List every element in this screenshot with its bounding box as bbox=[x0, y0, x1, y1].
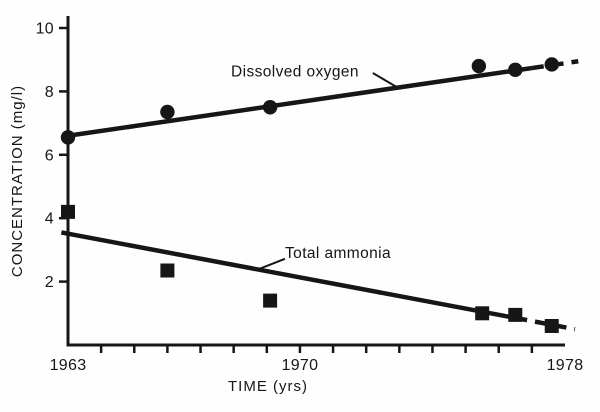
y-tick-label: 10 bbox=[36, 21, 54, 38]
dissolved-oxygen-point bbox=[544, 57, 559, 72]
dissolved-oxygen-point bbox=[160, 104, 175, 120]
y-tick-label: 4 bbox=[45, 211, 54, 228]
y-tick-label: 6 bbox=[45, 147, 54, 164]
x-tick-label: 1970 bbox=[282, 357, 319, 374]
dissolved-oxygen-label: Dissolved oxygen bbox=[231, 64, 359, 81]
total-ammonia-point bbox=[263, 293, 278, 308]
total-ammonia-trend-line bbox=[60, 230, 516, 321]
dissolved-oxygen-point bbox=[471, 58, 487, 74]
dissolved-oxygen-point bbox=[508, 62, 523, 78]
dissolved-oxygen-point bbox=[262, 100, 278, 115]
y-tick-label: 2 bbox=[45, 274, 54, 291]
total-ammonia-point bbox=[160, 263, 175, 278]
total-ammonia-label: Total ammonia bbox=[285, 245, 391, 262]
total-ammonia-point bbox=[61, 204, 75, 219]
x-axis-title: TIME (yrs) bbox=[228, 378, 308, 395]
dissolved-oxygen-point bbox=[60, 130, 76, 145]
total-ammonia-label-leader-line bbox=[258, 257, 286, 271]
x-tick-label: 1963 bbox=[50, 357, 87, 374]
dissolved-oxygen-trend-line bbox=[67, 65, 533, 139]
y-axis-title: CONCENTRATION (mg/l) bbox=[9, 85, 26, 277]
total-ammonia-point bbox=[508, 307, 523, 322]
x-tick-label: 1978 bbox=[547, 357, 584, 374]
dissolved-oxygen-label-leader-line bbox=[372, 72, 399, 89]
total-ammonia-point bbox=[475, 306, 490, 321]
y-tick-label: 8 bbox=[45, 84, 54, 101]
total-ammonia-point bbox=[544, 318, 559, 333]
